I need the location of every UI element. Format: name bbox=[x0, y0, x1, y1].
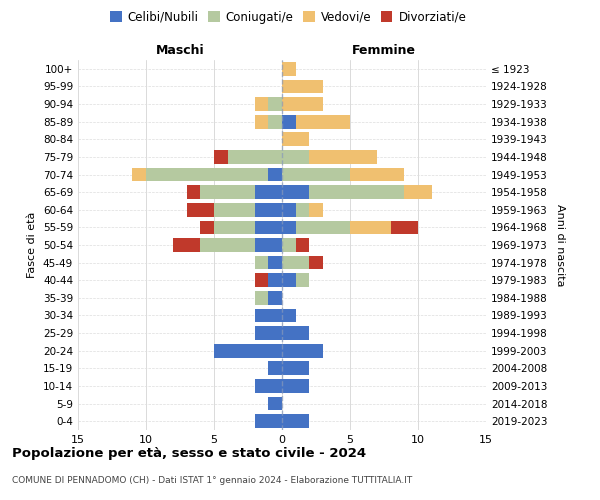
Bar bbox=[282, 220, 296, 234]
Bar bbox=[350, 220, 391, 234]
Bar bbox=[268, 97, 282, 111]
Bar bbox=[255, 379, 282, 393]
Bar bbox=[282, 238, 296, 252]
Bar bbox=[282, 256, 309, 270]
Bar bbox=[255, 308, 282, 322]
Bar bbox=[282, 80, 323, 94]
Bar bbox=[282, 97, 323, 111]
Bar bbox=[268, 291, 282, 304]
Bar bbox=[282, 168, 350, 181]
Bar bbox=[282, 362, 309, 375]
Bar bbox=[296, 274, 309, 287]
Text: Maschi: Maschi bbox=[155, 44, 205, 58]
Bar bbox=[173, 238, 200, 252]
Bar bbox=[282, 150, 309, 164]
Bar bbox=[255, 274, 268, 287]
Bar bbox=[214, 344, 282, 358]
Bar bbox=[187, 203, 214, 216]
Bar bbox=[282, 62, 296, 76]
Bar bbox=[282, 308, 296, 322]
Bar bbox=[255, 115, 268, 128]
Text: Femmine: Femmine bbox=[352, 44, 416, 58]
Bar bbox=[268, 274, 282, 287]
Text: Popolazione per età, sesso e stato civile - 2024: Popolazione per età, sesso e stato civil… bbox=[12, 448, 366, 460]
Bar bbox=[282, 414, 309, 428]
Bar bbox=[282, 344, 323, 358]
Bar bbox=[146, 168, 268, 181]
Y-axis label: Anni di nascita: Anni di nascita bbox=[554, 204, 565, 286]
Bar bbox=[200, 186, 255, 199]
Bar bbox=[404, 186, 431, 199]
Bar bbox=[296, 115, 350, 128]
Bar bbox=[255, 238, 282, 252]
Bar bbox=[309, 186, 404, 199]
Bar bbox=[187, 186, 200, 199]
Bar bbox=[309, 203, 323, 216]
Bar bbox=[268, 115, 282, 128]
Legend: Celibi/Nubili, Coniugati/e, Vedovi/e, Divorziati/e: Celibi/Nubili, Coniugati/e, Vedovi/e, Di… bbox=[105, 6, 471, 28]
Bar bbox=[255, 291, 268, 304]
Bar bbox=[296, 203, 309, 216]
Bar bbox=[309, 256, 323, 270]
Bar bbox=[282, 203, 296, 216]
Bar bbox=[214, 220, 255, 234]
Bar bbox=[268, 256, 282, 270]
Bar bbox=[214, 203, 255, 216]
Bar bbox=[200, 238, 255, 252]
Bar bbox=[200, 220, 214, 234]
Bar bbox=[268, 362, 282, 375]
Bar bbox=[350, 168, 404, 181]
Bar bbox=[282, 274, 296, 287]
Y-axis label: Fasce di età: Fasce di età bbox=[28, 212, 37, 278]
Bar bbox=[282, 186, 309, 199]
Bar bbox=[282, 115, 296, 128]
Bar bbox=[282, 326, 309, 340]
Bar bbox=[268, 396, 282, 410]
Bar bbox=[255, 97, 268, 111]
Text: COMUNE DI PENNADOMO (CH) - Dati ISTAT 1° gennaio 2024 - Elaborazione TUTTITALIA.: COMUNE DI PENNADOMO (CH) - Dati ISTAT 1°… bbox=[12, 476, 412, 485]
Bar bbox=[227, 150, 282, 164]
Bar bbox=[255, 256, 268, 270]
Bar bbox=[282, 132, 309, 146]
Bar bbox=[255, 414, 282, 428]
Bar bbox=[214, 150, 227, 164]
Bar bbox=[133, 168, 146, 181]
Bar bbox=[255, 186, 282, 199]
Bar bbox=[255, 326, 282, 340]
Bar bbox=[282, 379, 309, 393]
Bar bbox=[255, 203, 282, 216]
Bar bbox=[309, 150, 377, 164]
Bar bbox=[268, 168, 282, 181]
Bar bbox=[296, 238, 309, 252]
Bar bbox=[296, 220, 350, 234]
Bar bbox=[391, 220, 418, 234]
Bar bbox=[255, 220, 282, 234]
